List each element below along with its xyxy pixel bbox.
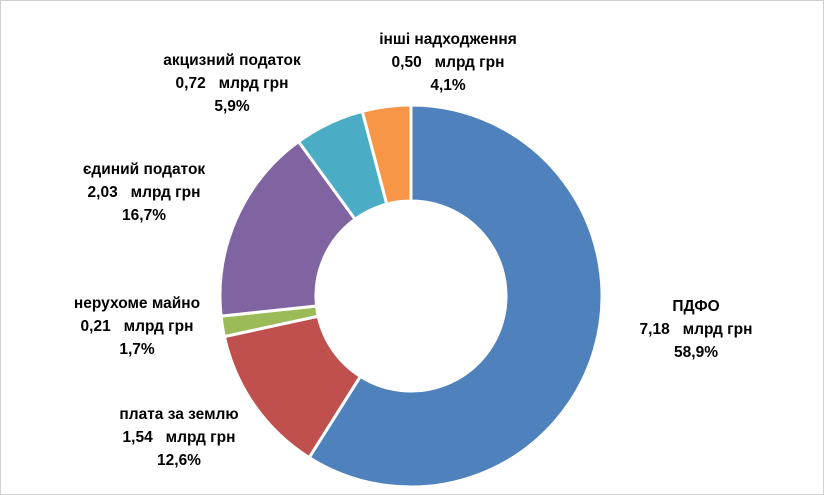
data-label-pdfo: ПДФО 7,18 млрд грн 58,9% [640,295,753,364]
slice-value: 2,03 млрд грн [87,184,201,201]
slice-label: єдиний податок [82,161,206,178]
data-label-other: інші надходження 0,50 млрд грн 4,1% [379,28,517,97]
slice-label: акцизний податок [163,52,301,69]
slice-value: 7,18 млрд грн [639,321,753,338]
data-label-property: нерухоме майно 0,21 млрд грн 1,7% [74,292,200,361]
slice-value: 0,21 млрд грн [80,318,194,335]
data-label-land: плата за землю 1,54 млрд грн 12,6% [119,403,238,472]
slice-label: ПДФО [672,298,720,315]
slice-percent: 16,7% [122,207,166,224]
donut-slice-0 [307,103,604,489]
slice-percent: 5,9% [214,98,250,115]
slice-value: 1,54 млрд грн [122,429,236,446]
data-label-excise: акцизний податок 0,72 млрд грн 5,9% [163,49,301,118]
slice-label: нерухоме майно [73,295,201,312]
donut-slice-3 [218,139,358,318]
slice-label: плата за землю [119,406,239,423]
donut-slice-5 [360,103,413,206]
data-label-single-tax: єдиний податок 2,03 млрд грн 16,7% [83,158,205,227]
slice-percent: 12,6% [157,452,201,469]
slice-percent: 4,1% [430,77,466,94]
slice-percent: 58,9% [674,344,718,361]
slice-label: інші надходження [379,31,517,48]
slice-value: 0,50 млрд грн [391,54,505,71]
slice-percent: 1,7% [119,341,155,358]
slice-value: 0,72 млрд грн [175,75,289,92]
